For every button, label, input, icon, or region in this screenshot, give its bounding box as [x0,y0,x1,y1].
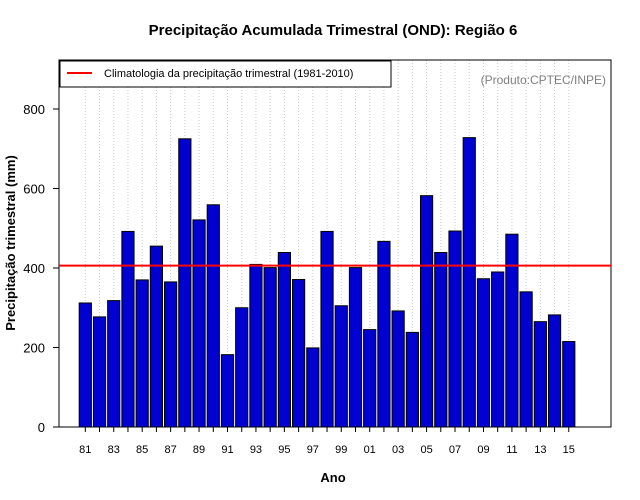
x-tick-label: 91 [221,444,233,456]
bar-01 [363,329,377,428]
bar-98 [320,230,334,428]
y-axis-label: Precipitação trimestral (mm) [3,155,18,331]
bar-95 [277,252,291,428]
x-tick-label: 83 [108,444,120,456]
bar-84 [121,230,135,428]
bar-88 [178,138,192,428]
bar-03 [391,310,405,428]
bar-02 [377,240,391,428]
bar-91 [220,354,235,428]
x-tick-label: 09 [477,444,489,456]
x-tick-label: 01 [364,444,376,456]
x-tick-label: 99 [335,444,347,456]
bar-12 [519,291,533,428]
x-tick-label: 07 [449,444,461,456]
bar-99 [334,305,348,428]
bar-93 [249,263,263,428]
bar-15 [562,341,576,428]
legend: Climatologia da precipitação trimestral … [59,60,392,88]
x-axis-label: Ano [320,470,345,485]
x-tick-label: 81 [79,444,91,456]
bar-07 [448,230,462,428]
y-tick-label: 400 [23,261,45,276]
bar-82 [92,316,107,428]
credit-text: (Produto:CPTEC/INPE) [481,73,606,87]
x-tick-label: 11 [506,444,517,456]
chart-title: Precipitação Acumulada Trimestral (OND):… [149,22,518,39]
bar-90 [206,204,220,428]
y-tick-label: 0 [38,420,45,435]
y-axis: 0 200 400 600 800 [23,102,59,435]
bars [78,137,576,428]
x-tick-label: 85 [136,444,148,456]
bar-94 [263,267,277,428]
y-tick-label: 200 [23,341,45,356]
x-tick-label: 05 [420,444,432,456]
x-tick-label: 95 [278,444,290,456]
bar-96 [292,279,306,428]
bar-00 [348,267,363,428]
x-tick-label: 89 [193,444,205,456]
x-tick-label: 03 [392,444,404,456]
bar-81 [78,302,92,428]
y-tick-label: 600 [23,182,45,197]
bar-86 [149,245,164,428]
bar-89 [192,219,206,428]
legend-climatology-label: Climatologia da precipitação trimestral … [104,68,353,80]
bar-13 [533,321,547,428]
x-tick-label: 97 [307,444,319,456]
x-tick-label: 13 [534,444,546,456]
bar-06 [434,252,448,428]
bar-11 [505,233,519,428]
x-tick-label: 87 [164,444,176,456]
bar-04 [405,331,419,428]
legend-box [59,60,392,88]
x-axis: 81 83 85 87 89 91 93 95 97 99 01 03 05 07 09 11 13 15 [79,427,575,456]
x-tick-label: 15 [563,444,575,456]
bar-85 [135,279,149,428]
bar-97 [306,347,320,428]
bar-05 [419,195,434,428]
bar-08 [462,137,476,428]
plot-frame [58,59,612,428]
bar-14 [547,314,562,428]
bar-92 [235,307,249,428]
bar-83 [107,300,121,428]
x-tick-label: 93 [250,444,262,456]
bar-10 [491,271,505,428]
y-tick-label: 800 [23,102,45,117]
bar-09 [476,278,491,428]
bar-87 [164,281,178,428]
